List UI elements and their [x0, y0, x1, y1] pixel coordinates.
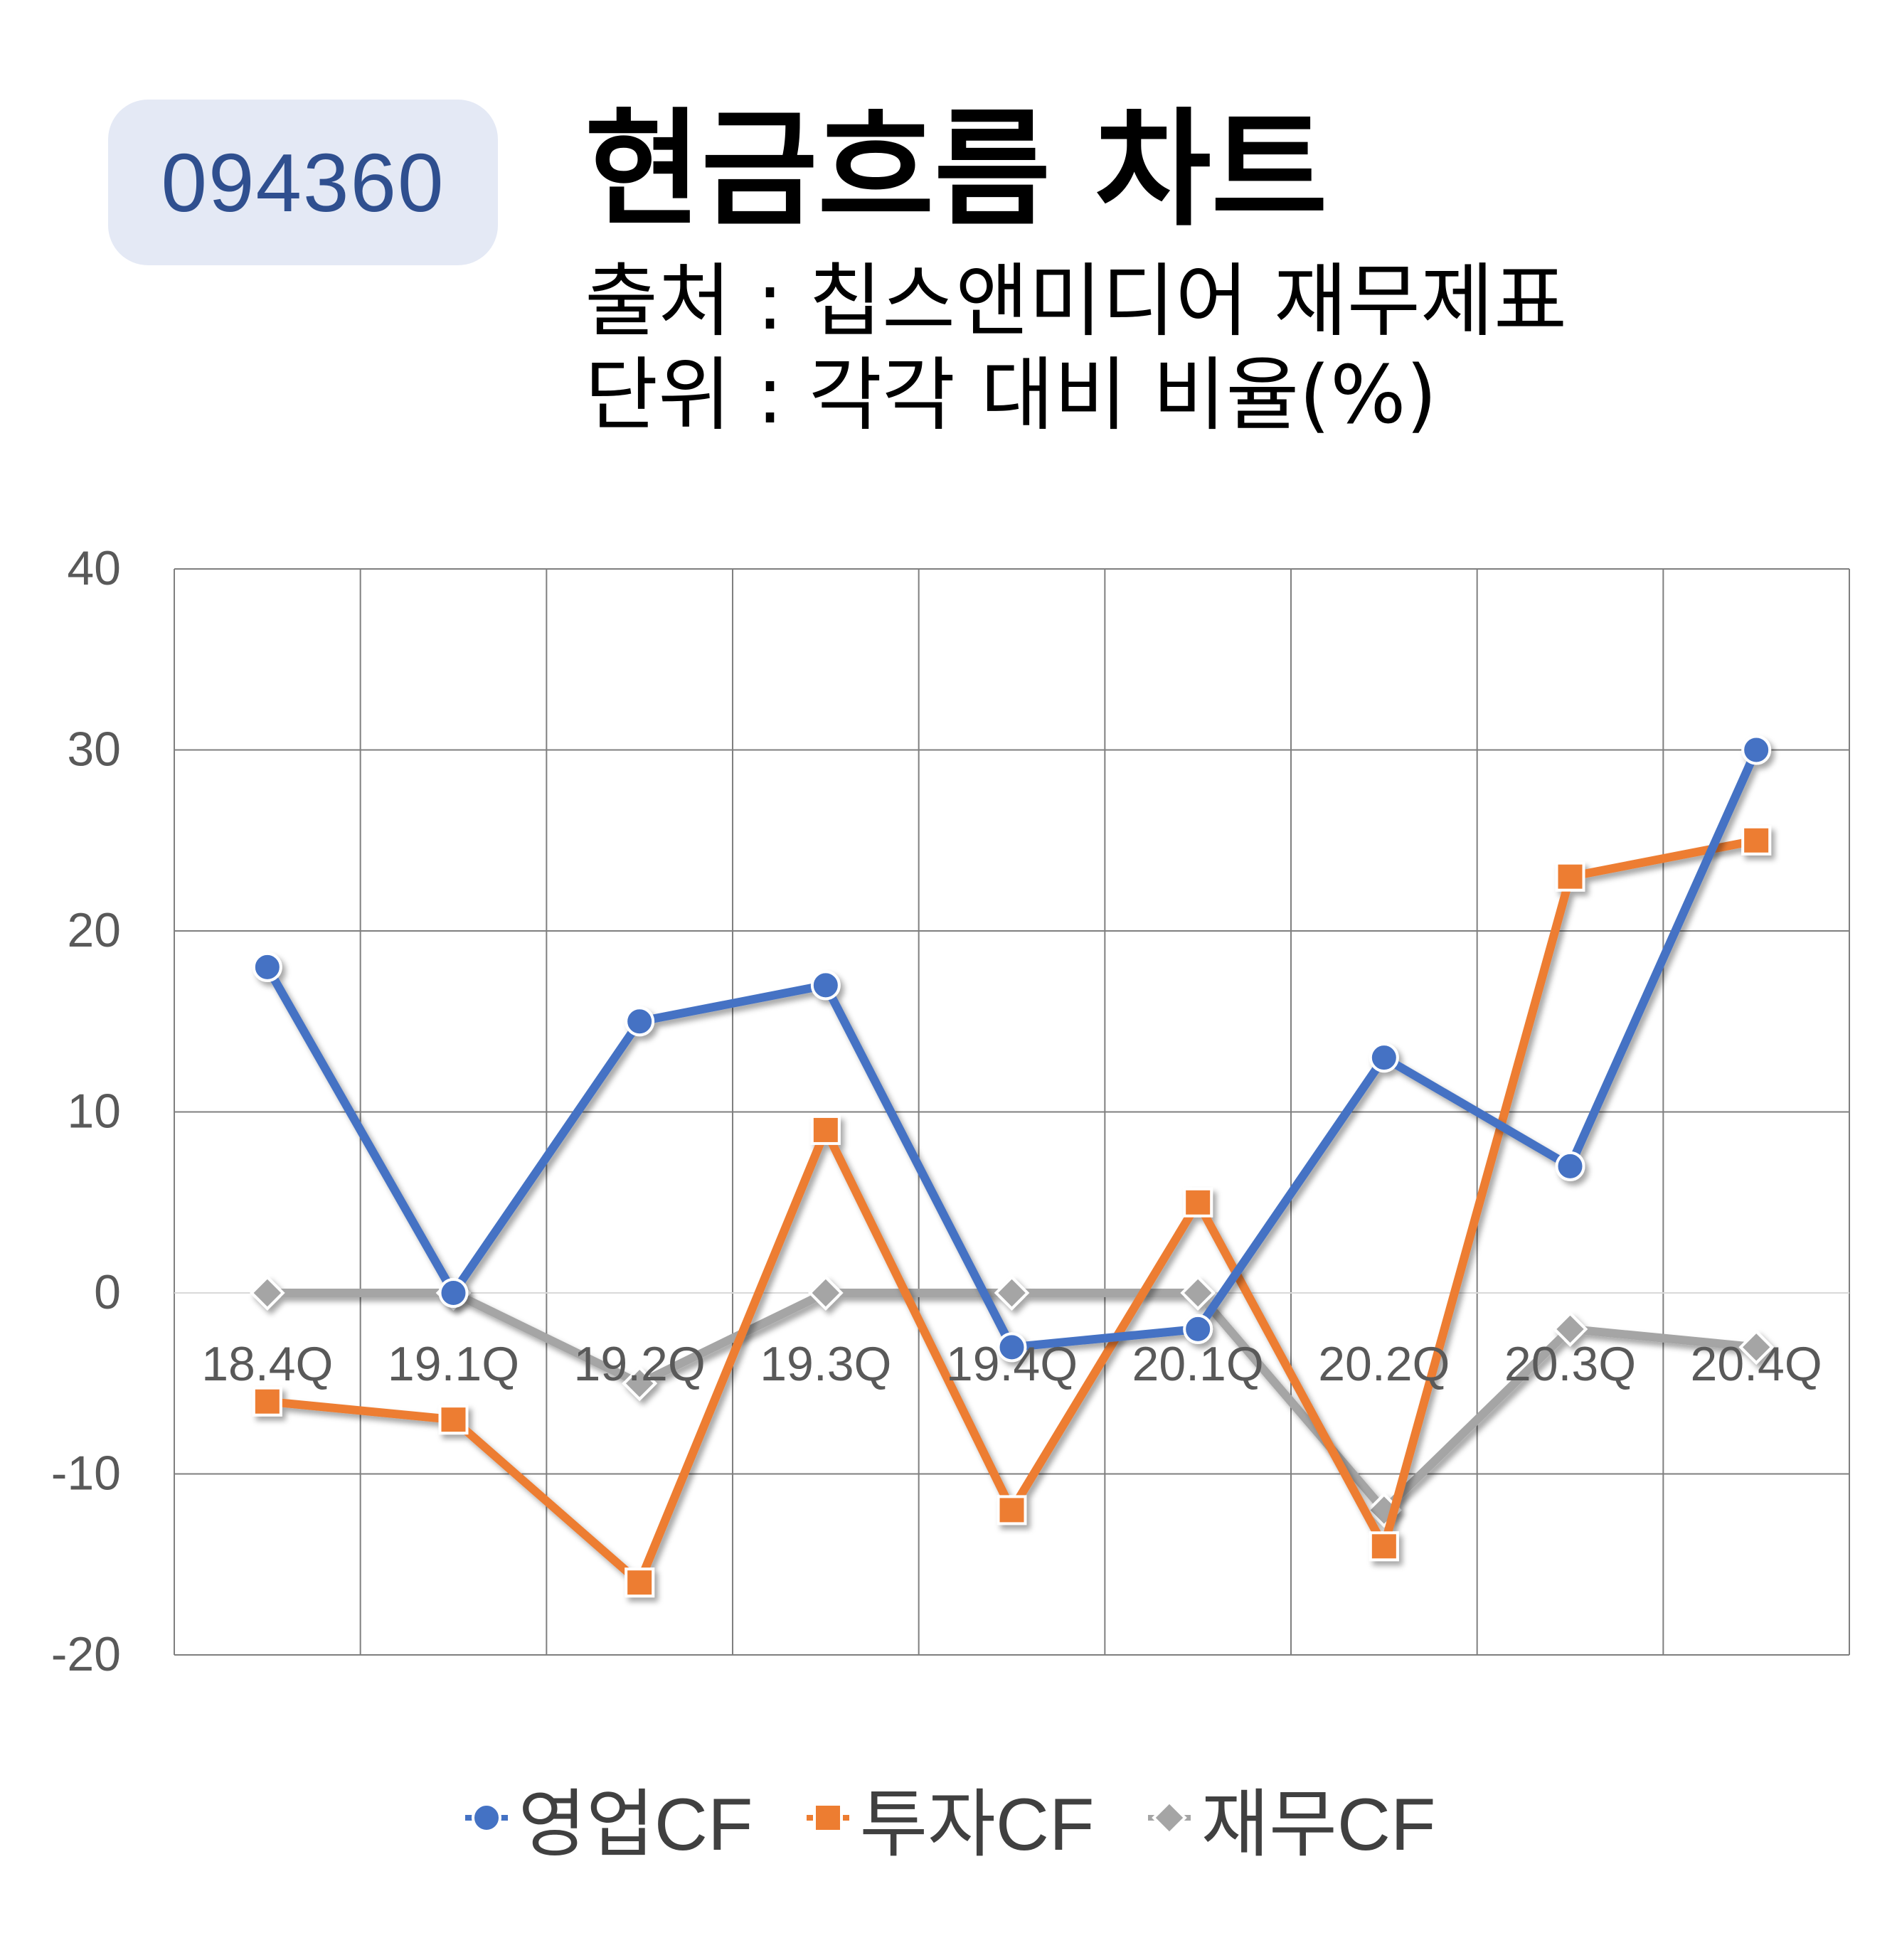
legend-swatch — [464, 1802, 508, 1833]
legend-item: 투자CF — [803, 1764, 1095, 1871]
data-point — [997, 1332, 1027, 1363]
x-tick-label: 20.4Q — [1691, 1337, 1822, 1391]
legend-item: 영업CF — [462, 1764, 753, 1871]
y-tick-label: 30 — [67, 723, 121, 777]
data-point — [1180, 1275, 1216, 1311]
x-tick-label: 19.1Q — [388, 1337, 519, 1391]
y-tick-label: -20 — [51, 1627, 121, 1681]
legend-swatch — [806, 1802, 849, 1833]
series-layer — [250, 735, 1774, 1598]
ticker-badge: 094360 — [108, 100, 498, 265]
data-point — [1738, 1329, 1774, 1365]
legend-label: 영업CF — [518, 1784, 753, 1866]
data-point — [252, 1386, 282, 1417]
x-axis-ticks: 18.4Q 19.1Q 19.2Q 19.3Q 19.4Q 20.1Q 20.2Q 20.3Q… — [201, 1337, 1822, 1391]
data-point — [1552, 1311, 1588, 1347]
data-point — [625, 1006, 655, 1037]
y-tick-label: 40 — [67, 541, 121, 595]
legend-swatch — [1147, 1799, 1191, 1836]
legend-marker — [1151, 1799, 1187, 1836]
series-1 — [252, 735, 1772, 1363]
unit-line: 단위 : 각각 대비 비율(%) — [585, 349, 1438, 442]
series-line — [262, 745, 1761, 1352]
x-tick-label: 20.3Q — [1504, 1337, 1636, 1391]
data-point — [810, 970, 841, 1001]
series-line — [262, 836, 1761, 1587]
data-point — [1741, 735, 1772, 765]
line-chart: 40 30 20 10 0 -10 -20 18.4Q 19.1Q 19.2Q 19.3Q 19.4… — [51, 541, 1850, 1681]
x-tick-label: 20.1Q — [1132, 1337, 1264, 1391]
data-point — [1183, 1187, 1213, 1218]
data-point — [625, 1567, 655, 1598]
legend-label: 재무CF — [1201, 1784, 1436, 1866]
data-point — [1369, 1531, 1399, 1562]
chart-title: 현금흐름 차트 — [585, 96, 1328, 243]
data-point — [810, 1114, 841, 1145]
data-point — [622, 1365, 657, 1402]
ticker-code: 094360 — [161, 136, 445, 229]
legend-marker — [471, 1802, 501, 1833]
series-line — [262, 1289, 1761, 1515]
data-point — [250, 1275, 285, 1311]
legend-marker — [812, 1802, 843, 1833]
legend: 영업CF 투자CF 재무CF — [0, 1764, 1897, 1871]
data-point — [1555, 1151, 1585, 1181]
data-point — [252, 952, 282, 982]
y-tick-label: 0 — [94, 1265, 121, 1319]
series-3 — [250, 1275, 1774, 1528]
x-tick-label: 19.4Q — [946, 1337, 1078, 1391]
data-point — [1369, 1043, 1399, 1073]
legend-item: 재무CF — [1144, 1764, 1436, 1871]
y-tick-label: 10 — [67, 1085, 121, 1139]
data-point — [808, 1275, 844, 1311]
series-2 — [252, 825, 1772, 1598]
y-tick-label: 20 — [67, 903, 121, 957]
legend-label: 투자CF — [859, 1784, 1095, 1866]
x-tick-label: 18.4Q — [201, 1337, 333, 1391]
x-tick-label: 19.2Q — [574, 1337, 706, 1391]
x-tick-label: 19.3Q — [760, 1337, 891, 1391]
data-point — [438, 1405, 469, 1435]
data-point — [1555, 861, 1585, 892]
y-tick-label: -10 — [51, 1447, 121, 1501]
y-axis-ticks: 40 30 20 10 0 -10 -20 — [51, 541, 121, 1681]
data-point — [997, 1495, 1027, 1525]
data-point — [438, 1278, 469, 1308]
data-point — [1183, 1314, 1213, 1344]
grid — [174, 568, 1850, 1656]
source-line: 출처 : 칩스앤미디어 재무제표 — [585, 255, 1568, 348]
x-tick-label: 20.2Q — [1318, 1337, 1450, 1391]
data-point — [994, 1275, 1030, 1311]
data-point — [1741, 825, 1772, 856]
